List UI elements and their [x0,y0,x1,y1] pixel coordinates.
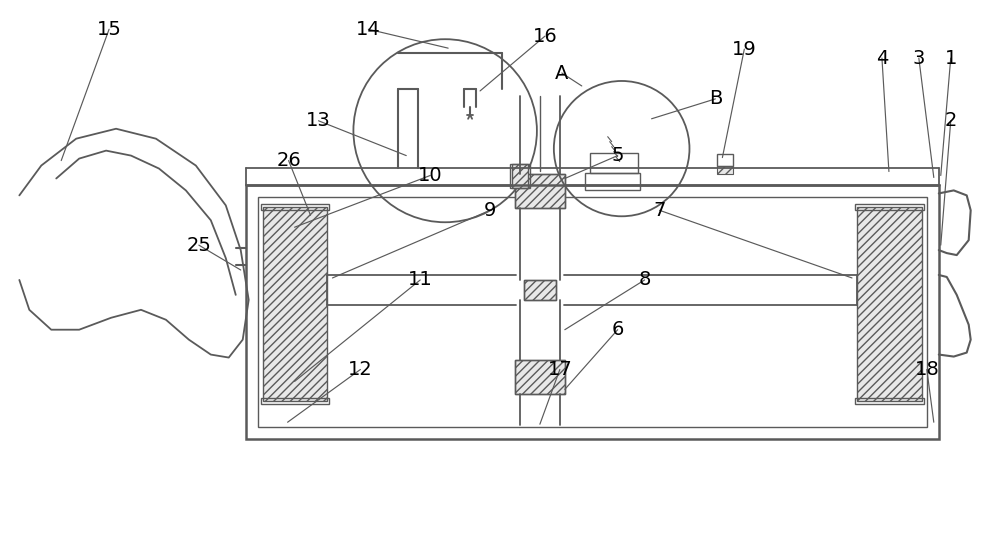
Text: 1: 1 [945,49,957,68]
Bar [717,153,733,165]
Text: 3: 3 [913,49,925,68]
Text: 19: 19 [732,40,757,59]
Text: 11: 11 [408,270,433,289]
Bar [857,208,922,401]
Bar [515,359,565,395]
Bar [524,280,556,300]
Text: 17: 17 [547,360,572,379]
Text: 9: 9 [484,201,496,220]
Text: 25: 25 [186,236,211,255]
Bar [515,359,565,395]
Text: A: A [555,63,569,82]
Bar [585,172,640,190]
Bar [855,398,924,404]
Text: 10: 10 [418,166,443,185]
Text: 18: 18 [914,360,939,379]
Text: 4: 4 [876,49,888,68]
Bar [246,185,939,439]
Text: 12: 12 [348,360,373,379]
Text: 16: 16 [532,27,557,46]
Bar [263,208,327,401]
Bar [855,204,924,210]
Bar [510,164,530,189]
Text: 7: 7 [653,201,666,220]
Text: 8: 8 [638,270,651,289]
Text: 6: 6 [611,320,624,339]
Text: B: B [709,89,722,108]
Text: 26: 26 [276,151,301,170]
Text: 14: 14 [356,20,381,38]
Bar [261,204,329,210]
Bar [261,398,329,404]
Bar [515,173,565,208]
Bar [512,164,528,189]
Text: 5: 5 [611,146,624,165]
Bar [590,153,638,172]
Bar [258,197,927,427]
Bar [524,280,556,300]
Bar [717,165,733,173]
Bar [515,173,565,208]
Text: 2: 2 [945,111,957,130]
Text: 13: 13 [306,111,331,130]
Text: 15: 15 [97,20,122,38]
